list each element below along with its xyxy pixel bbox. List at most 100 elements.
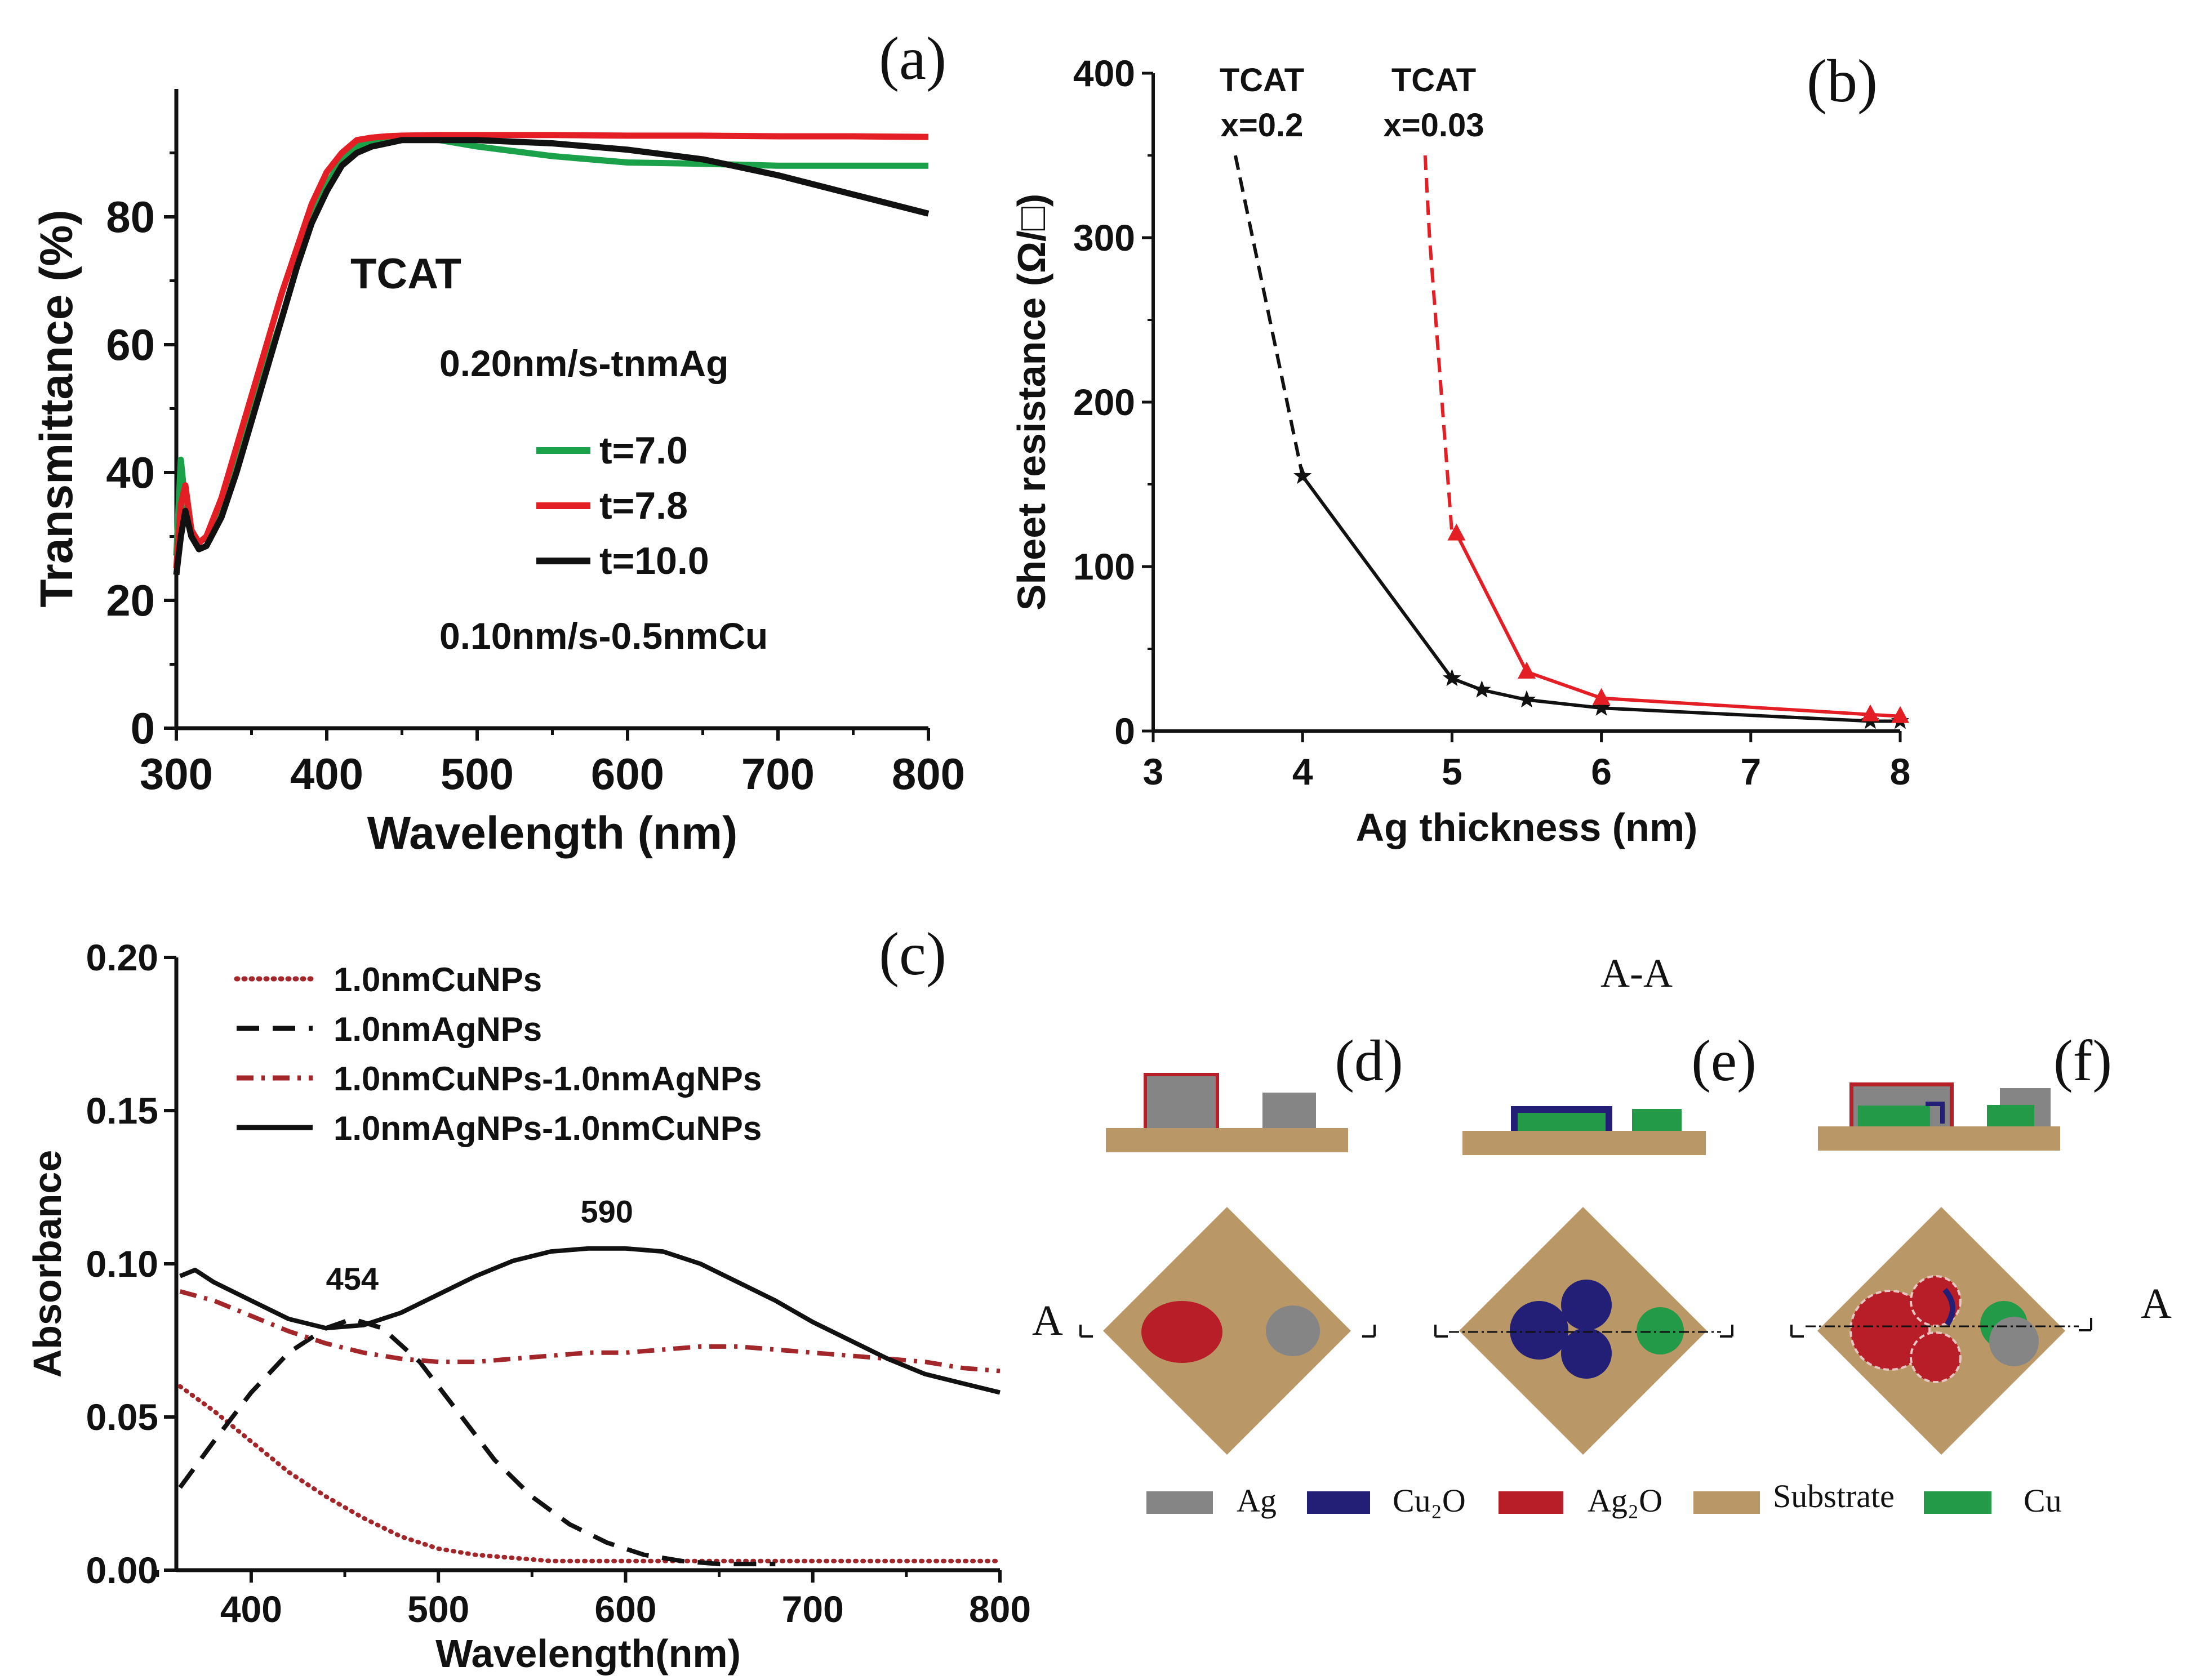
annotation-ag-rate-a: 0.20nm/s-tnmAg: [439, 342, 728, 384]
annotation-cu-rate-a: 0.10nm/s-0.5nmCu: [439, 615, 768, 657]
substrate-diamond-f: [1817, 1207, 2065, 1455]
x-tick-label-c: 600: [594, 1588, 656, 1630]
data-point-b: [1473, 680, 1491, 698]
panel-label-e: (e): [1691, 1028, 1756, 1093]
x-axis-title-c: Wavelength(nm): [435, 1632, 741, 1675]
legend-label-a: t=10.0: [599, 540, 709, 582]
section-marker-right: A: [2141, 1280, 2172, 1327]
y-axis-title-a: Transmittance (%): [31, 210, 82, 607]
y-tick-label-b: 200: [1073, 381, 1135, 423]
y-tick-label-b: 0: [1114, 710, 1135, 752]
series-line-a: [173, 132, 929, 569]
y-tick-label-b: 400: [1073, 52, 1135, 94]
y-tick-label-c: 0.20: [86, 937, 158, 978]
panel-label-d: (d): [1335, 1028, 1403, 1093]
y-tick-label-c: 0.05: [86, 1396, 158, 1438]
cu2o-particle-1-e: [1510, 1301, 1568, 1360]
ag-particle-top-d: [1266, 1305, 1320, 1356]
annotation-tcat-a: TCAT: [350, 250, 461, 298]
x-tick-label-c: 800: [969, 1588, 1031, 1630]
x-tick-label-b: 5: [1442, 751, 1462, 792]
cu-particle-f: [1987, 1105, 2034, 1126]
legend-label-c: 1.0nmCuNPs-1.0nmAgNPs: [334, 1060, 762, 1098]
legend-label-cu: Cu: [2024, 1482, 2062, 1519]
legend-label-a: t=7.8: [599, 484, 688, 527]
cross-section-f: [1818, 1082, 2060, 1151]
legend-label-a: t=7.0: [599, 429, 688, 472]
annotation-x-b: x=0.03: [1383, 107, 1484, 144]
annotation-x-b: x=0.2: [1221, 107, 1304, 144]
data-point-b: [1592, 698, 1611, 716]
series-line-b: [1301, 475, 1900, 723]
x-tick-label-a: 300: [140, 749, 213, 799]
y-tick-label-a: 60: [106, 320, 155, 369]
series-dashed-b: [1423, 155, 1454, 534]
y-tick-label-c: 0.10: [86, 1243, 158, 1285]
ag-particle-d: [1262, 1093, 1316, 1128]
cross-section-d: [1106, 1073, 1348, 1152]
y-tick-label-b: 100: [1073, 546, 1135, 587]
top-view-d: [1103, 1207, 1351, 1455]
cu-particle-e: [1632, 1109, 1682, 1131]
x-tick-label-c: 700: [782, 1588, 844, 1630]
legend-label-substrate: Substrate: [1773, 1478, 1895, 1514]
y-tick-label-a: 0: [131, 703, 155, 753]
x-tick-label-b: 7: [1740, 751, 1761, 792]
series-line-a: [173, 137, 930, 576]
cu-particle-top-e: [1637, 1307, 1684, 1354]
annotation-tcat-b: TCAT: [1220, 62, 1304, 99]
legend-swatch-ag2o: [1499, 1491, 1563, 1514]
ag2o-particle-top-d: [1141, 1301, 1222, 1363]
series-line-c: [177, 1384, 1002, 1563]
series-line-c: [179, 1246, 1001, 1395]
panel-def-schematic: A-A (d) (e) (f): [1032, 951, 2172, 1519]
substrate-d: [1106, 1128, 1348, 1152]
legend-swatch-substrate: [1693, 1491, 1760, 1514]
substrate-f: [1818, 1126, 2060, 1151]
panel-label-b: (b): [1807, 48, 1878, 115]
x-tick-label-b: 3: [1143, 751, 1164, 792]
x-tick-label-a: 800: [892, 749, 965, 799]
legend-swatch-ag: [1146, 1491, 1213, 1514]
legend-label-c: 1.0nmAgNPs-1.0nmCuNPs: [334, 1109, 762, 1147]
series-dashed-b: [1233, 155, 1305, 477]
section-line: A A: [1032, 1280, 2172, 1344]
data-point-b: [1592, 688, 1611, 705]
cross-section-e: [1462, 1106, 1706, 1155]
x-tick-label-a: 600: [591, 749, 664, 799]
legend-label-c: 1.0nmAgNPs: [334, 1010, 542, 1048]
top-view-f: [1817, 1207, 2065, 1455]
series-line-c: [179, 1289, 1001, 1374]
schematic-legend: Ag Cu₂O Ag₂O Substrate Cu: [1146, 1478, 2062, 1519]
x-tick-label-c: 400: [220, 1588, 282, 1630]
data-point-b: [1518, 661, 1536, 679]
peak-label-590: 590: [581, 1194, 633, 1229]
x-tick-label-a: 500: [441, 749, 514, 799]
series-line-c: [178, 1316, 776, 1567]
x-axis-title-a: Wavelength (nm): [367, 808, 738, 859]
ag2o-particle-1-f: [1849, 1290, 1931, 1371]
cu-core-f: [1858, 1106, 1930, 1126]
panel-c-absorbance-chart: 400 500 600 700 800 0.00 0.05 0.10 0.15 0.20 Wavel…: [25, 921, 1031, 1675]
legend-label-ag: Ag: [1237, 1482, 1277, 1519]
top-view-e: [1459, 1207, 1707, 1455]
substrate-e: [1462, 1131, 1706, 1155]
series-line-b: [1455, 533, 1901, 718]
annotation-tcat-b: TCAT: [1391, 62, 1476, 99]
legend-label-cu2o: Cu₂O: [1393, 1482, 1466, 1519]
y-tick-label-b: 300: [1073, 217, 1135, 259]
panel-label-f: (f): [2053, 1028, 2112, 1093]
legend-label-ag2o: Ag₂O: [1588, 1482, 1662, 1519]
ag-core-d: [1147, 1076, 1216, 1128]
y-tick-label-a: 80: [106, 192, 155, 242]
y-axis-title-b: Sheet resistance (Ω/□): [1010, 194, 1053, 610]
legend-swatch-cu: [1924, 1491, 1991, 1514]
substrate-diamond-d: [1103, 1207, 1351, 1455]
x-tick-label-b: 4: [1292, 751, 1313, 792]
x-tick-label-c: 500: [407, 1588, 469, 1630]
legend-swatch-cu2o: [1307, 1491, 1370, 1514]
x-tick-label-b: 8: [1890, 751, 1911, 792]
y-tick-label-c: 0.15: [86, 1090, 158, 1131]
panel-label-c: (c): [879, 921, 946, 988]
section-marker-left: A: [1032, 1297, 1063, 1344]
